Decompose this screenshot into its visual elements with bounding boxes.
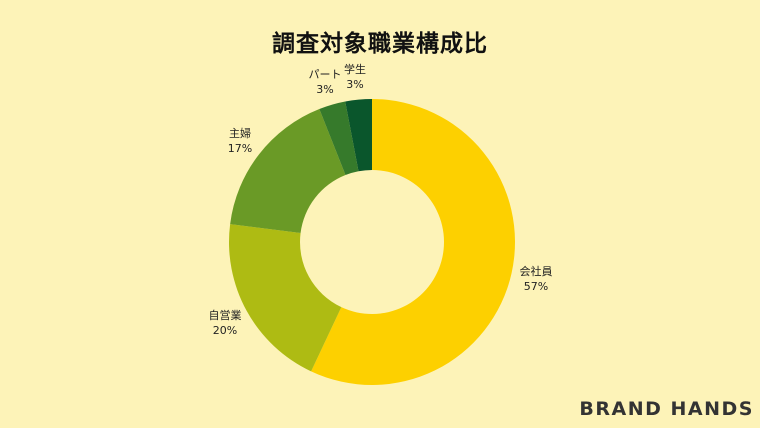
slice-label-1: 自営業 20% xyxy=(200,308,250,338)
slice-label-2: 主婦 17% xyxy=(215,126,265,156)
slice-3 xyxy=(319,101,359,176)
slice-value: 20% xyxy=(212,324,238,337)
slice-value: 3% xyxy=(346,78,364,91)
slice-name: 主婦 xyxy=(229,127,251,140)
slice-value: 3% xyxy=(316,83,334,96)
slice-name: 会社員 xyxy=(519,265,553,278)
slice-name: 自営業 xyxy=(208,309,242,322)
slice-4 xyxy=(345,99,372,172)
slice-value: 17% xyxy=(227,142,253,155)
slice-label-0: 会社員 57% xyxy=(511,264,561,294)
slice-1 xyxy=(229,224,342,372)
slice-2 xyxy=(230,109,346,233)
chart-title: 調査対象職業構成比 xyxy=(272,31,488,57)
slice-0 xyxy=(311,99,516,385)
slice-value: 57% xyxy=(523,280,549,293)
slice-label-4: 学生 3% xyxy=(330,62,380,92)
slice-name: パート xyxy=(308,68,342,81)
brand-logo: BRAND HANDS xyxy=(579,398,754,420)
slice-name: 学生 xyxy=(344,63,366,76)
slice-label-3: パート 3% xyxy=(300,67,350,97)
